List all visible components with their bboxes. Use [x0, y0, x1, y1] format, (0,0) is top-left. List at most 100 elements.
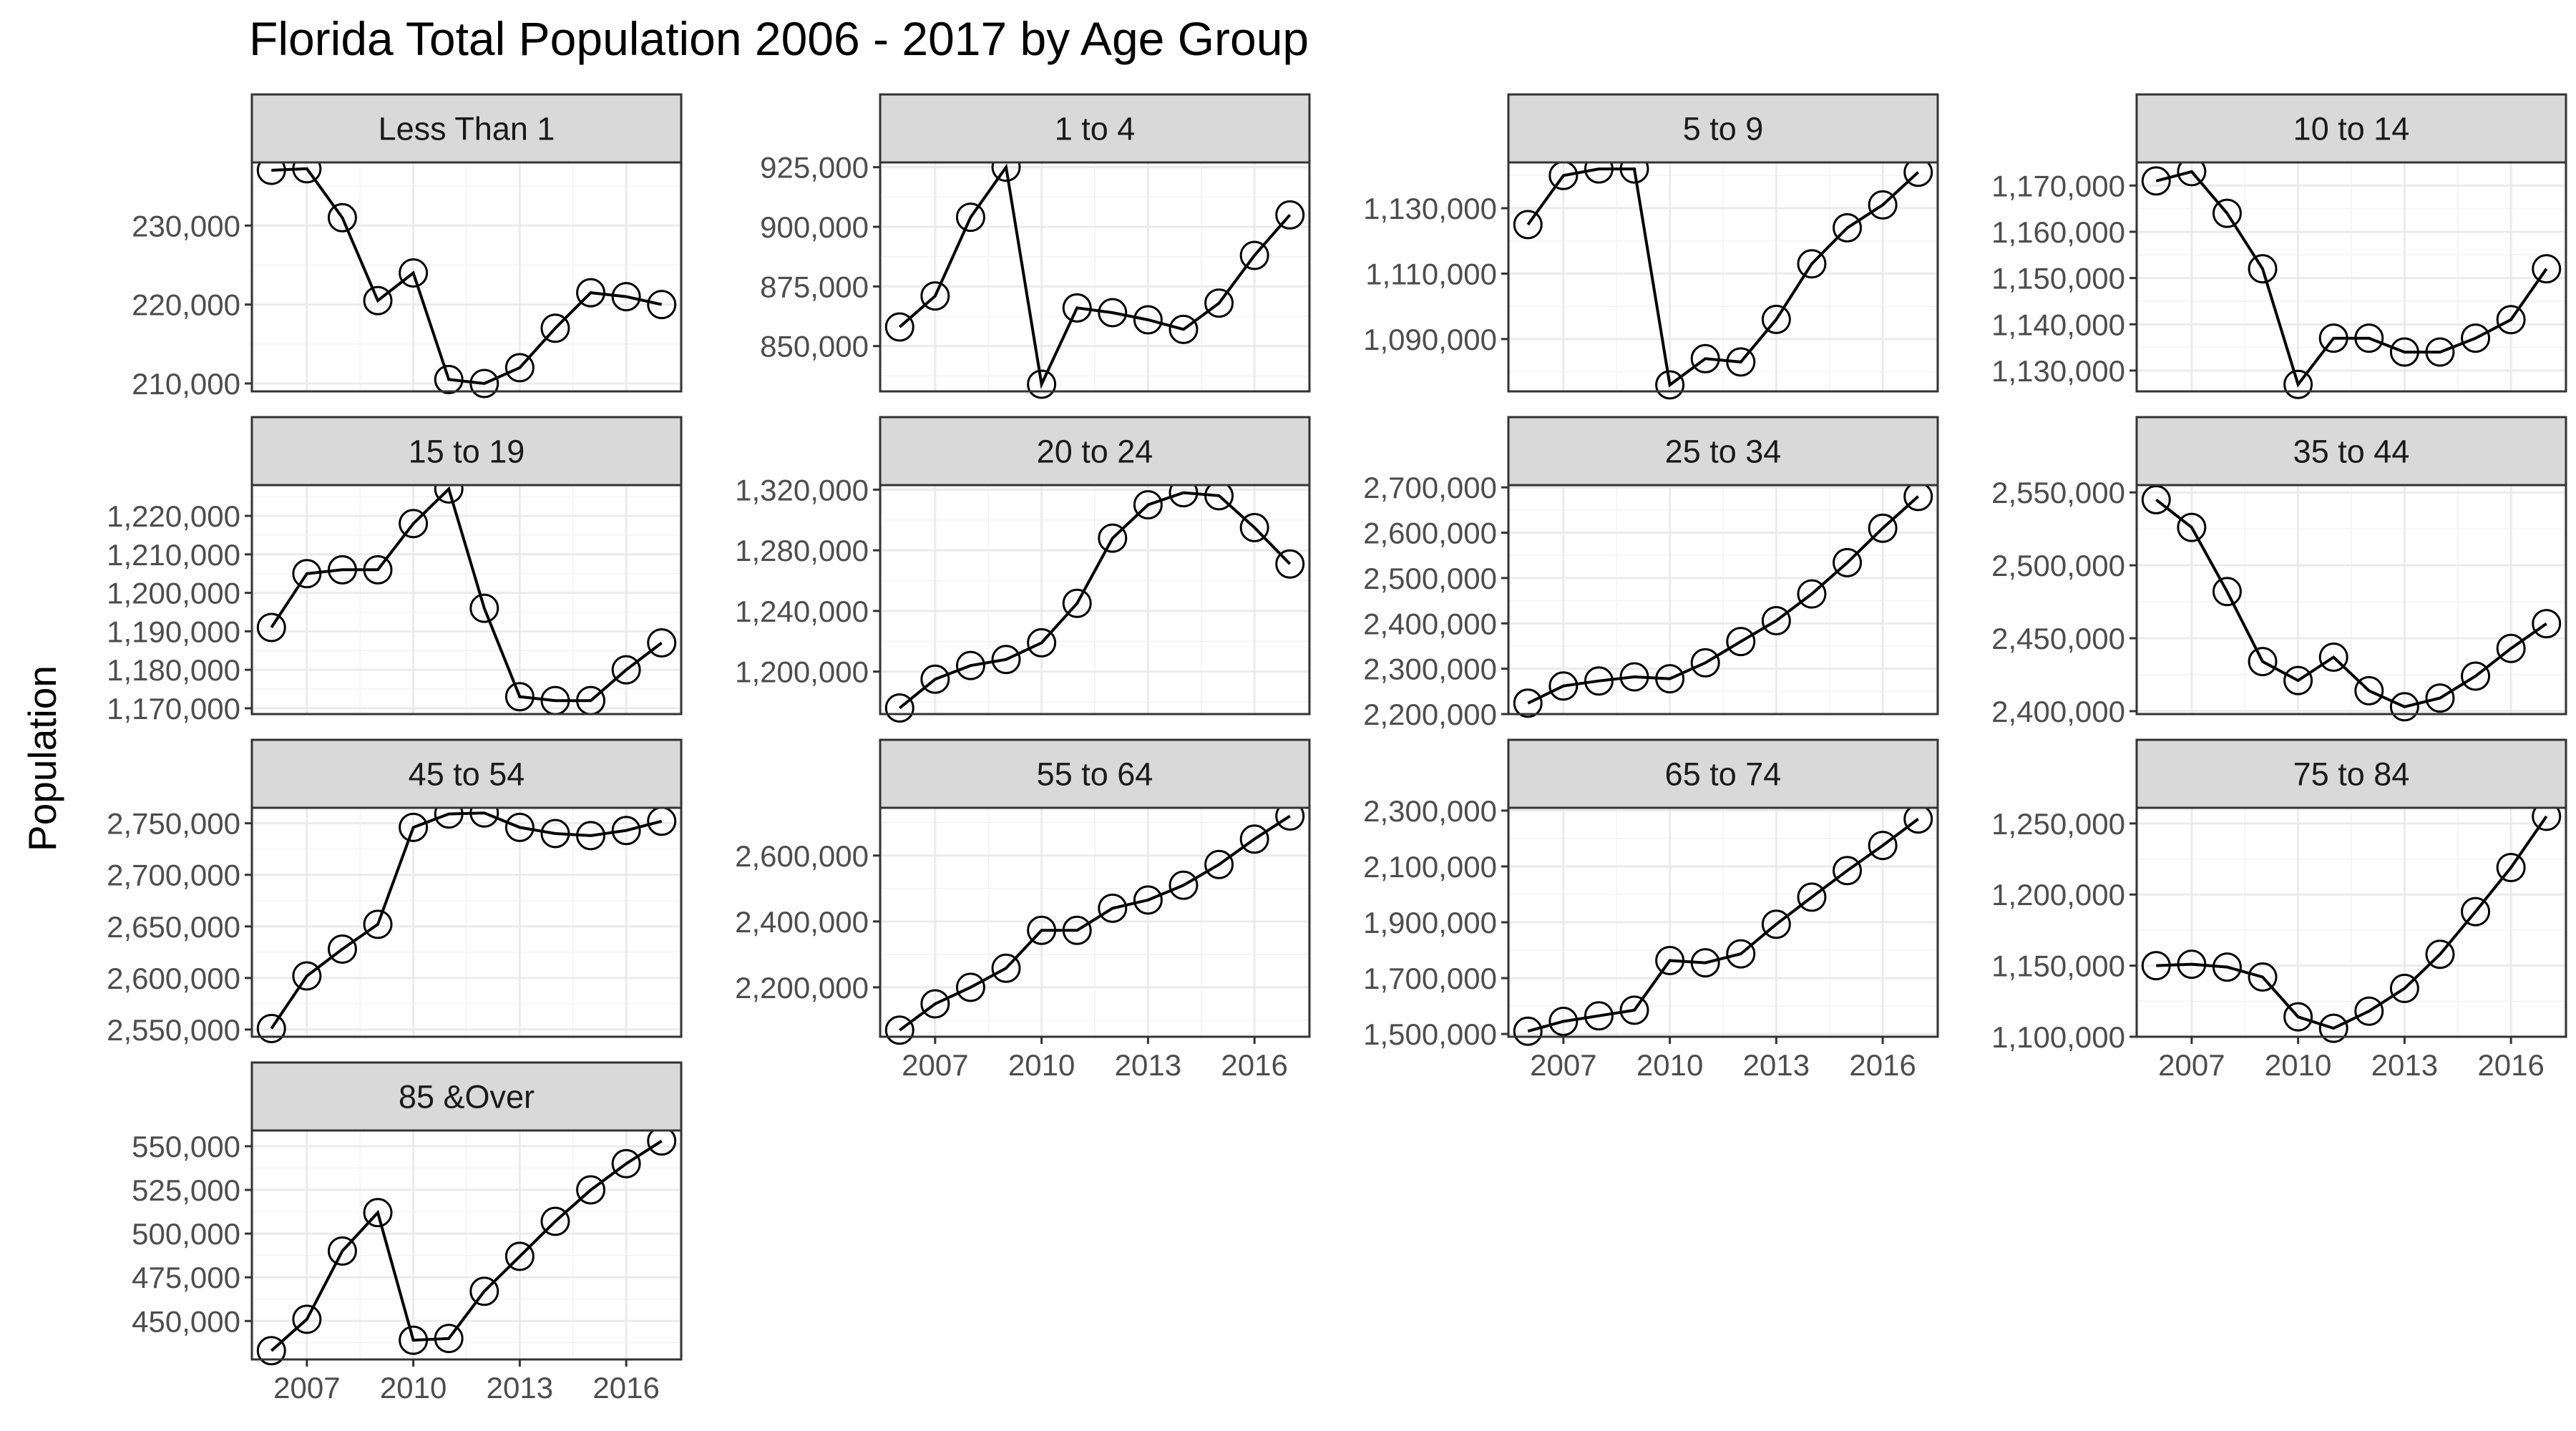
x-tick-label: 2007	[273, 1371, 340, 1405]
data-point	[1868, 831, 1898, 861]
facet-strip	[1507, 416, 1939, 487]
data-point	[1098, 893, 1128, 923]
series-line-less-than-1	[271, 167, 663, 386]
facet-strip-label: 1 to 4	[1055, 111, 1136, 147]
data-point	[1726, 627, 1756, 657]
data-point	[1169, 870, 1199, 900]
data-point	[955, 972, 985, 1002]
y-tick-label: 1,220,000	[107, 499, 240, 533]
data-point	[1027, 369, 1057, 399]
data-point	[2496, 852, 2526, 882]
data-point	[504, 1241, 535, 1271]
data-point	[1726, 939, 1756, 969]
y-tick-label: 2,400,000	[735, 905, 869, 939]
data-point	[1027, 915, 1057, 945]
y-tick-label: 850,000	[760, 330, 869, 363]
data-point	[884, 312, 914, 342]
data-point	[2212, 577, 2242, 607]
data-point	[1833, 856, 1863, 886]
data-point	[2318, 1013, 2348, 1043]
facet-strip-label: Less Than 1	[379, 111, 555, 147]
series-line-25-to-34	[1527, 495, 1920, 705]
y-tick-label: 2,600,000	[107, 962, 240, 995]
y-tick-label: 230,000	[132, 209, 240, 243]
data-point	[2141, 951, 2171, 981]
y-tick-label: 2,550,000	[1991, 476, 2125, 509]
x-tick-label: 2010	[2265, 1048, 2331, 1082]
y-tick-label: 2,100,000	[1363, 850, 1497, 884]
data-point	[611, 282, 641, 312]
data-point	[2425, 337, 2455, 367]
facet-strip	[879, 738, 1311, 809]
series-line-75-to-84	[2156, 815, 2548, 1030]
y-tick-label: 1,240,000	[735, 595, 869, 628]
data-point	[1797, 249, 1827, 279]
facet-panels: Less Than 1 210,000 220,000 230,000 1 to 4 85…	[107, 93, 2567, 1405]
data-point	[1655, 370, 1685, 400]
data-point	[2318, 323, 2348, 353]
data-point	[1204, 849, 1234, 879]
y-tick-label: 1,320,000	[735, 473, 869, 507]
y-tick-label: 1,500,000	[1363, 1017, 1497, 1051]
facet-strip-label: 10 to 14	[2293, 111, 2410, 147]
facet-strip	[2135, 738, 2567, 809]
panel-5-to-9: 5 to 9 1,090,000 1,110,000 1,130,000	[1363, 93, 1939, 400]
data-point	[2532, 254, 2562, 284]
data-point	[2248, 647, 2278, 677]
y-tick-label: 1,130,000	[1991, 354, 2125, 388]
y-tick-label: 2,200,000	[1363, 698, 1497, 731]
data-point	[1761, 605, 1791, 635]
facet-strip-label: 35 to 44	[2293, 434, 2410, 470]
data-point	[1513, 1016, 1543, 1046]
data-point	[2283, 369, 2313, 399]
facet-strip-label: 75 to 84	[2293, 756, 2410, 793]
series-line-55-to-64	[899, 814, 1291, 1032]
data-point	[363, 285, 393, 316]
data-point	[1098, 523, 1128, 553]
data-point	[2212, 198, 2242, 228]
data-point	[256, 1336, 286, 1366]
series-line-20-to-24	[899, 491, 1292, 710]
data-point	[2461, 323, 2491, 353]
x-tick-label: 2013	[2371, 1048, 2438, 1082]
data-point	[1619, 662, 1649, 692]
data-point	[434, 1324, 464, 1354]
x-tick-label: 2016	[1221, 1048, 1287, 1082]
data-point	[1584, 1001, 1614, 1031]
data-point	[2425, 939, 2455, 970]
data-point	[2389, 973, 2419, 1003]
facet-strip	[250, 93, 683, 164]
facet-strip	[879, 93, 1311, 164]
x-tick-label: 2016	[592, 1371, 659, 1405]
facet-strip-label: 15 to 19	[409, 434, 525, 470]
data-point	[363, 555, 393, 585]
data-point	[1690, 948, 1720, 978]
panel-less-than-1: Less Than 1 210,000 220,000 230,000	[132, 93, 683, 401]
series-line-35-to-44	[2155, 498, 2547, 708]
y-tick-label: 2,700,000	[1363, 471, 1497, 504]
y-tick-label: 1,110,000	[1365, 257, 1497, 290]
y-tick-label: 1,180,000	[107, 653, 240, 687]
data-point	[1204, 288, 1234, 318]
data-point	[1761, 909, 1791, 939]
y-tick-label: 550,000	[132, 1130, 240, 1163]
data-point	[540, 313, 570, 343]
data-point	[884, 693, 914, 723]
y-tick-label: 210,000	[132, 367, 240, 401]
data-point	[2354, 996, 2384, 1026]
y-tick-label: 1,100,000	[1991, 1020, 2125, 1054]
facet-strip	[1507, 738, 1939, 809]
panel-85-andover: 85 &Over 450,000 475,000 500,000 525,000 550,…	[132, 1061, 683, 1405]
data-point	[1868, 513, 1898, 543]
data-point	[2461, 661, 2491, 691]
facet-strip	[2135, 416, 2567, 487]
series-line-15-to-19	[270, 486, 663, 703]
data-point	[1133, 490, 1163, 520]
data-point	[611, 816, 641, 846]
data-point	[1690, 343, 1720, 373]
data-point	[1761, 304, 1791, 334]
data-point	[884, 1015, 914, 1045]
y-tick-label: 2,600,000	[1363, 517, 1497, 550]
data-point	[1548, 1007, 1579, 1037]
